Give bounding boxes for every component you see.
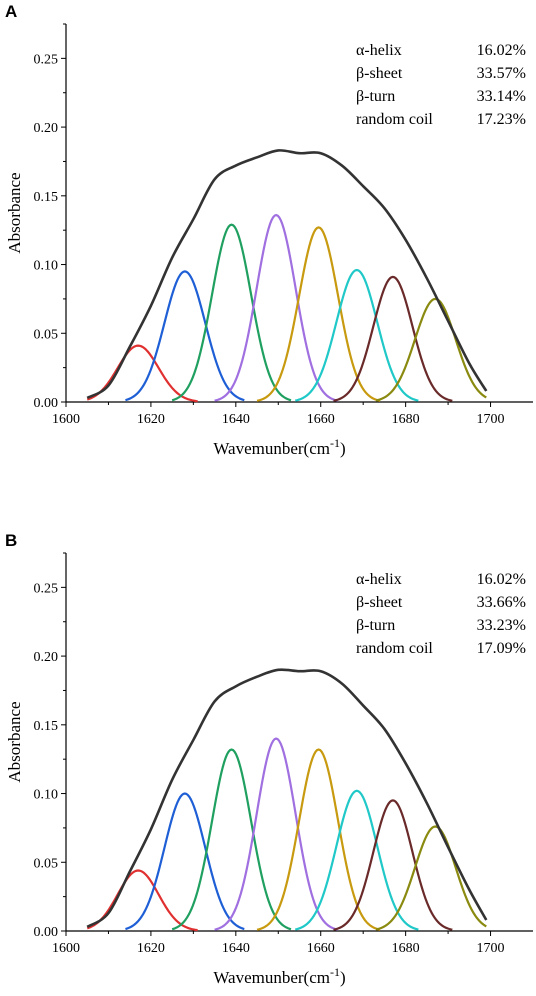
component-curve-1	[86, 869, 198, 932]
annotation-value: 33.23%	[477, 617, 526, 634]
panel-b: B 1600 1620 1640 1660 1680 1700 0.00 0.05 0.10 0.1…	[5, 531, 533, 987]
y-axis-title: Absorbance	[5, 172, 24, 253]
y-tick-label: 0.05	[34, 327, 59, 342]
envelope-curve	[86, 668, 488, 929]
y-tick-label: 0.20	[34, 121, 59, 136]
component-curve-4	[214, 213, 338, 402]
annotation-value: 33.66%	[477, 594, 526, 611]
component-curve-4	[214, 737, 338, 931]
x-axis-title-main: Wavemunber(cm	[213, 968, 330, 987]
y-tick-label: 0.25	[34, 581, 59, 596]
envelope-curve	[86, 149, 488, 400]
y-tick-label: 0.15	[34, 190, 59, 205]
annotation-label: β-turn	[356, 88, 395, 105]
annotation-value: 16.02%	[477, 42, 526, 59]
annotation-value: 33.14%	[477, 88, 526, 105]
x-axis-title: Wavemunber(cm-1)	[213, 436, 345, 458]
y-tick-label: 0.00	[34, 396, 59, 411]
x-tick-label: 1620	[137, 941, 165, 956]
x-tick-label: 1700	[477, 412, 505, 427]
component-curve-8	[375, 297, 487, 402]
component-curve-7	[333, 275, 453, 402]
component-curve-3	[171, 223, 292, 402]
x-axis-title-superscript: -1	[330, 436, 340, 450]
y-axis-title: Absorbance	[5, 701, 24, 782]
y-tick-label: 0.10	[34, 259, 59, 274]
panel-a: A 1600 1620 1640 1660 1680 1700 0.00 0.05 0.10 0.1…	[5, 2, 533, 458]
x-tick-label: 1660	[307, 412, 335, 427]
x-axis-title-main: Wavemunber(cm	[213, 439, 330, 458]
y-tick-label: 0.25	[34, 52, 59, 67]
component-curve-3	[171, 748, 292, 931]
x-axis-title-end: )	[340, 439, 346, 458]
annotation-value: 17.09%	[477, 640, 526, 657]
annotation-label: random coil	[356, 640, 433, 657]
y-tick-label: 0.05	[34, 856, 59, 871]
x-tick-label: 1680	[392, 412, 420, 427]
annotation-label: random coil	[356, 111, 433, 128]
component-curve-2	[125, 270, 245, 402]
x-tick-label: 1660	[307, 941, 335, 956]
component-curve-7	[333, 799, 453, 931]
annotation-value: 33.57%	[477, 65, 526, 82]
y-tick-label: 0.15	[34, 719, 59, 734]
annotation-label: α-helix	[356, 42, 402, 59]
annotation-label: β-sheet	[356, 65, 403, 82]
x-axis-title-end: )	[340, 968, 346, 987]
annotation-value: 16.02%	[477, 571, 526, 588]
component-curve-5	[256, 748, 381, 931]
x-axis-title-superscript: -1	[330, 965, 340, 979]
x-tick-label: 1620	[137, 412, 165, 427]
x-tick-label: 1680	[392, 941, 420, 956]
annotation-label: β-turn	[356, 617, 395, 634]
component-curve-2	[125, 792, 245, 931]
x-tick-label: 1700	[477, 941, 505, 956]
component-curve-1	[86, 344, 198, 403]
annotation-label: α-helix	[356, 571, 402, 588]
x-tick-label: 1640	[222, 412, 250, 427]
panel-label: B	[5, 531, 17, 550]
annotation-value: 17.23%	[477, 111, 526, 128]
component-curve-5	[256, 226, 381, 402]
x-tick-label: 1640	[222, 941, 250, 956]
y-tick-label: 0.00	[34, 925, 59, 940]
panel-label: A	[5, 2, 17, 21]
x-tick-label: 1600	[52, 941, 80, 956]
y-tick-label: 0.10	[34, 788, 59, 803]
annotation-label: β-sheet	[356, 594, 403, 611]
x-axis-title: Wavemunber(cm-1)	[213, 965, 345, 987]
y-tick-label: 0.20	[34, 650, 59, 665]
component-curve-8	[375, 825, 487, 931]
x-tick-label: 1600	[52, 412, 80, 427]
